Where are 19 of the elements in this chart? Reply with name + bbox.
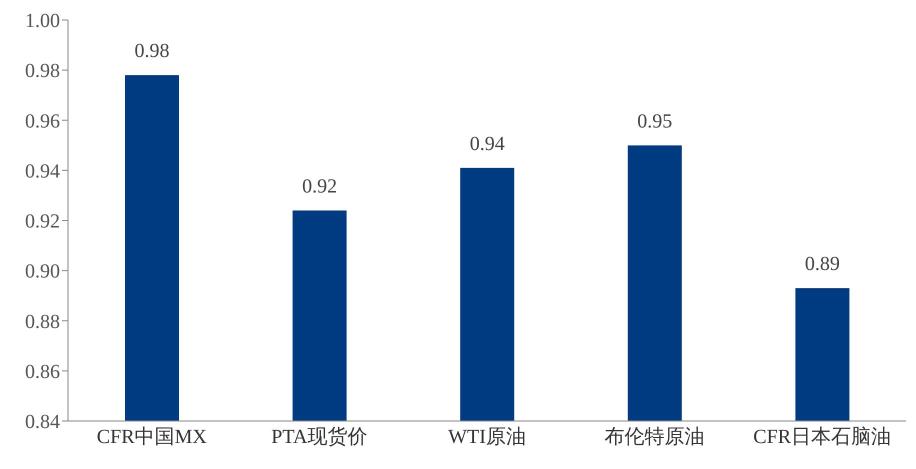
data-label: 0.92 (302, 175, 338, 198)
data-label: 0.98 (134, 40, 170, 62)
text: 0.90 (25, 260, 60, 283)
text: 0.96 (25, 110, 60, 132)
text: 1.00 (25, 10, 60, 32)
x-tick-label: CFR日本石脑油 (753, 426, 892, 448)
text: 0.98 (25, 60, 60, 82)
text: 0.86 (25, 360, 60, 383)
text: 0.84 (25, 411, 60, 434)
x-tick-label: CFR中国MX (96, 426, 208, 448)
x-tick-label: WTI原油 (448, 426, 526, 448)
data-label: 0.94 (470, 132, 505, 155)
data-label: 0.89 (804, 253, 840, 276)
text: 0.94 (25, 160, 60, 182)
text: 0.92 (25, 210, 60, 233)
data-label: 0.95 (637, 110, 672, 132)
x-tick-label: PTA现货价 (271, 426, 368, 448)
x-tick-label: 布伦特原油 (604, 426, 705, 448)
text: 0.88 (25, 310, 60, 333)
